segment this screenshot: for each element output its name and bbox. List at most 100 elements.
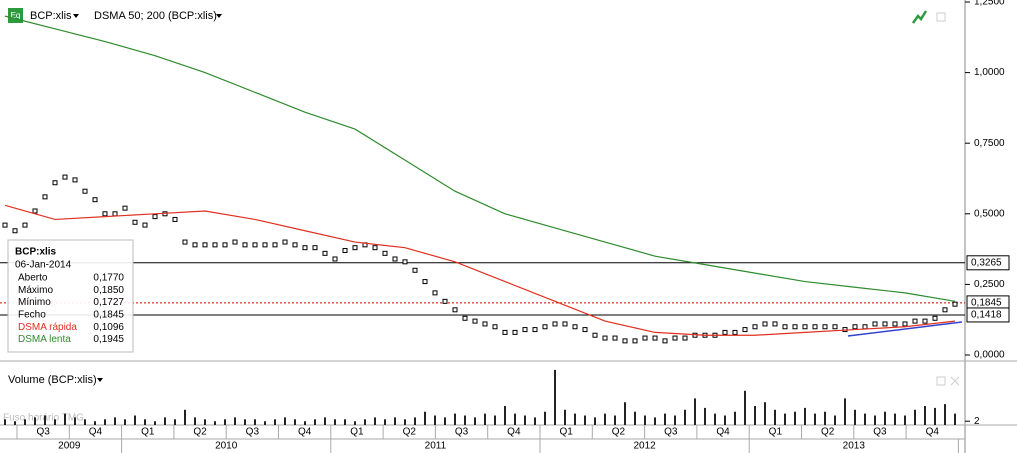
volume-bar — [894, 413, 896, 425]
y-tick-label: 0,0000 — [974, 350, 1005, 361]
volume-bar — [454, 413, 456, 425]
price-candle — [372, 245, 378, 251]
volume-bar — [304, 421, 306, 425]
price-candle — [172, 216, 178, 222]
quarter-label: Q3 — [246, 427, 260, 438]
price-candle — [242, 242, 248, 248]
price-candle — [82, 188, 88, 194]
window-button[interactable] — [936, 12, 946, 22]
price-candle — [512, 329, 518, 335]
volume-bar — [884, 411, 886, 425]
price-candle — [532, 327, 538, 333]
quarter-label: Q3 — [873, 427, 887, 438]
volume-bar — [474, 417, 476, 425]
volume-bar — [24, 419, 26, 425]
price-candle — [552, 321, 558, 327]
price-candle — [642, 335, 648, 341]
quarter-label: Q2 — [193, 427, 207, 438]
price-label: 0,1418 — [971, 310, 1002, 321]
volume-bar — [14, 421, 16, 425]
volume-bar — [854, 409, 856, 425]
volume-bar — [514, 413, 516, 425]
window-button[interactable] — [936, 376, 946, 386]
quarter-label: Q4 — [298, 427, 312, 438]
price-candle — [12, 228, 18, 234]
info-value: 0,1850 — [93, 285, 124, 296]
volume-bar — [324, 417, 326, 425]
price-candle — [452, 307, 458, 313]
price-candle — [292, 242, 298, 248]
volume-bar — [44, 415, 46, 425]
y-tick-label: 1,0000 — [974, 67, 1005, 78]
volume-bar — [74, 417, 76, 425]
info-box — [7, 239, 134, 353]
symbol-menu[interactable]: BCP:xlis — [30, 10, 72, 22]
price-candle — [232, 239, 238, 245]
volume-bar — [364, 419, 366, 425]
dropdown-arrow[interactable] — [73, 14, 79, 18]
year-label: 2013 — [843, 441, 866, 452]
timezone-note: Fuso horário TMG — [3, 413, 84, 424]
volume-bar — [694, 398, 696, 425]
volume-title: Volume (BCP:xlis) — [8, 374, 97, 386]
price-candle — [342, 248, 348, 254]
volume-bar — [264, 421, 266, 425]
price-candle — [502, 329, 508, 335]
volume-bar — [424, 411, 426, 425]
volume-bar — [444, 417, 446, 425]
volume-bar — [134, 415, 136, 425]
price-candle — [262, 242, 268, 248]
price-candle — [382, 250, 388, 256]
volume-bar — [204, 419, 206, 425]
close-button[interactable] — [950, 376, 960, 386]
price-candle — [882, 321, 888, 327]
volume-bar — [534, 417, 536, 425]
volume-bar — [194, 417, 196, 425]
volume-bar — [584, 415, 586, 425]
price-candle — [742, 327, 748, 333]
trend-icon[interactable] — [911, 10, 928, 24]
volume-bar — [504, 406, 506, 425]
info-label: Mínimo — [18, 297, 51, 308]
info-label: Aberto — [18, 273, 48, 284]
volume-bar — [774, 409, 776, 425]
price-candle — [392, 256, 398, 262]
volume-bar — [464, 415, 466, 425]
volume-bar — [594, 417, 596, 425]
price-candle — [482, 321, 488, 327]
price-candle — [102, 211, 108, 217]
volume-bar — [214, 421, 216, 425]
y-tick-label: 1,2500 — [974, 0, 1005, 8]
volume-bar — [174, 419, 176, 425]
price-candle — [62, 174, 68, 180]
volume-bar — [524, 415, 526, 425]
price-candle — [602, 335, 608, 341]
price-candle — [732, 329, 738, 335]
volume-bar — [934, 407, 936, 425]
price-candle — [72, 177, 78, 183]
price-label: 0,1845 — [971, 298, 1002, 309]
price-candle — [772, 321, 778, 327]
price-candle — [622, 338, 628, 344]
volume-bar — [664, 413, 666, 425]
volume-bar — [114, 417, 116, 425]
price-candle — [422, 279, 428, 285]
price-candle — [32, 208, 38, 214]
indicator-menu[interactable]: DSMA 50; 200 (BCP:xlis) — [94, 10, 217, 22]
price-candle — [282, 239, 288, 245]
volume-bar — [674, 415, 676, 425]
price-candle — [592, 332, 598, 338]
price-candle — [42, 194, 48, 200]
price-candle — [682, 335, 688, 341]
price-candle — [952, 301, 958, 307]
price-candle — [132, 219, 138, 225]
volume-bar — [184, 409, 186, 425]
quarter-label: Q3 — [664, 427, 678, 438]
dropdown-arrow[interactable] — [216, 14, 222, 18]
volume-bar — [54, 419, 56, 425]
price-candle — [562, 321, 568, 327]
volume-bar — [614, 415, 616, 425]
price-candle — [762, 321, 768, 327]
volume-bar — [754, 406, 756, 425]
volume-bar — [714, 413, 716, 425]
